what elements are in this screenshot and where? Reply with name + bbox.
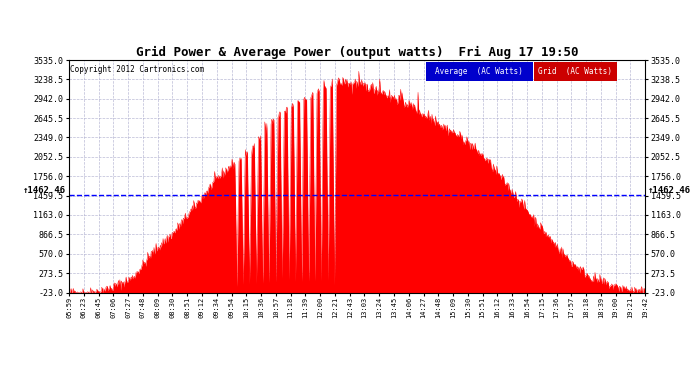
Text: Average  (AC Watts): Average (AC Watts) — [435, 67, 523, 76]
Text: Copyright 2012 Cartronics.com: Copyright 2012 Cartronics.com — [70, 64, 204, 74]
Text: ↑1462.46: ↑1462.46 — [23, 186, 66, 195]
Title: Grid Power & Average Power (output watts)  Fri Aug 17 19:50: Grid Power & Average Power (output watts… — [136, 46, 578, 59]
FancyBboxPatch shape — [426, 62, 533, 81]
Text: ↑1462.46: ↑1462.46 — [648, 186, 690, 195]
FancyBboxPatch shape — [534, 62, 618, 81]
Text: Grid  (AC Watts): Grid (AC Watts) — [538, 67, 613, 76]
